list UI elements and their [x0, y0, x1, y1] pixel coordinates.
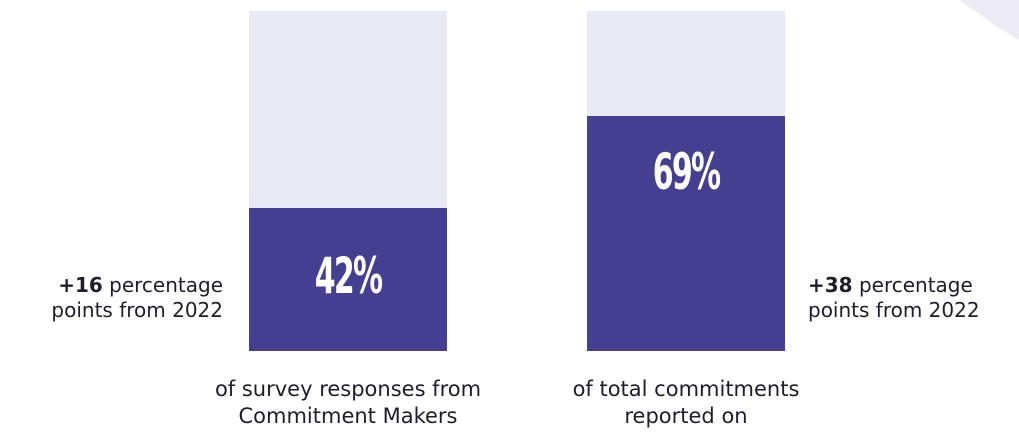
corner-decoration [959, 0, 1019, 40]
change-note-commitments: +38 percentage points from 2022 [808, 273, 980, 323]
caption-survey-line-2: Commitment Makers [238, 404, 458, 428]
change-value-survey: +16 [58, 273, 103, 297]
value-label-commitments: 69% [652, 143, 721, 201]
change-text-survey-2: points from 2022 [51, 298, 223, 322]
bar-fill-commitments [587, 116, 785, 351]
change-value-commitments: +38 [808, 273, 853, 297]
caption-commitments-line-2: reported on [624, 404, 748, 428]
caption-commitments: of total commitments reported on [526, 376, 846, 430]
change-note-survey: +16 percentage points from 2022 [51, 273, 223, 323]
bar-fill-survey [249, 208, 447, 351]
value-label-survey: 42% [314, 247, 383, 305]
caption-survey-line-1: of survey responses from [214, 377, 482, 401]
change-text-survey-1: percentage [109, 273, 223, 297]
caption-commitments-line-1: of total commitments [572, 377, 800, 401]
change-text-commitments-2: points from 2022 [808, 298, 980, 322]
bar-track-commitments: 69% [587, 11, 785, 351]
caption-survey: of survey responses from Commitment Make… [158, 376, 538, 430]
change-text-commitments-1: percentage [858, 273, 973, 297]
bar-track-survey: 42% [249, 11, 447, 351]
